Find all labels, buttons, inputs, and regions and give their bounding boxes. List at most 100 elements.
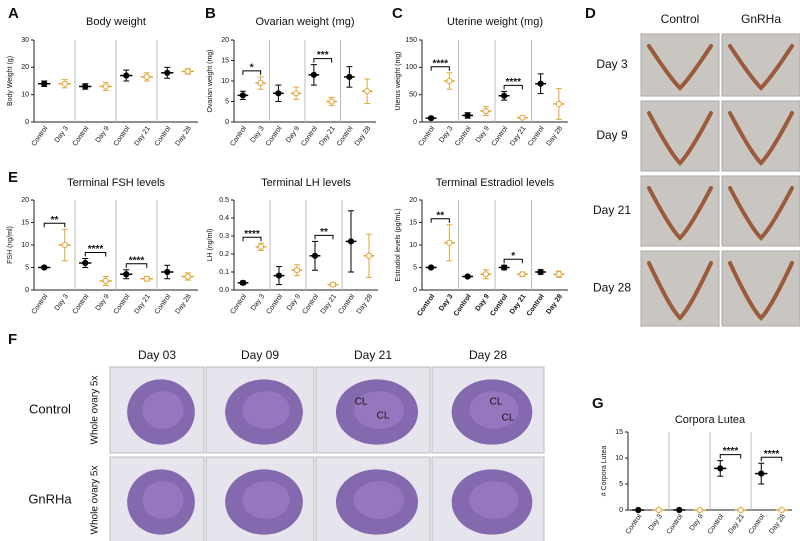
mean-dot xyxy=(482,271,489,278)
x-tick-label: Control xyxy=(748,513,767,536)
row-label: Day 28 xyxy=(593,281,631,295)
mean-dot xyxy=(555,271,562,278)
y-tick-label: 20 xyxy=(21,197,29,204)
x-tick-label: Control xyxy=(113,125,132,148)
x-tick-label: Day 3 xyxy=(438,125,454,144)
y-axis-label: # Corpora Lutea xyxy=(601,446,608,497)
sig-label: **** xyxy=(764,449,780,460)
mean-dot xyxy=(257,243,265,250)
x-tick-label: Control xyxy=(265,293,284,316)
x-tick-label: Control xyxy=(666,513,685,536)
y-tick-label: 5 xyxy=(25,264,29,271)
mean-dot xyxy=(655,506,662,514)
x-tick-label: Day 21 xyxy=(133,125,152,147)
mean-dot xyxy=(537,268,544,276)
x-tick-label: Control xyxy=(454,125,473,148)
mean-dot xyxy=(143,275,150,282)
panel-label: B xyxy=(205,5,216,22)
y-tick-label: 50 xyxy=(409,92,417,99)
sig-label: *** xyxy=(317,50,329,61)
y-tick-label: 0 xyxy=(413,119,417,126)
sig-label: * xyxy=(511,251,515,262)
mean-dot xyxy=(184,273,191,280)
x-tick-label: Day 28 xyxy=(356,293,375,315)
x-tick-label: Control xyxy=(154,293,173,316)
cl-label: CL xyxy=(490,397,503,408)
x-tick-label: Control xyxy=(229,293,248,316)
sig-bracket xyxy=(503,258,523,264)
mean-dot xyxy=(347,238,355,245)
y-tick-label: 10 xyxy=(221,78,229,85)
row-label: Day 3 xyxy=(596,57,628,71)
uterus-shape xyxy=(728,44,794,91)
mean-dot xyxy=(519,114,526,121)
mean-dot xyxy=(82,83,89,90)
mean-dot xyxy=(164,268,171,276)
mean-dot xyxy=(364,88,371,95)
x-tick-label: Control xyxy=(453,293,473,317)
x-tick-label: Control xyxy=(300,125,319,148)
x-tick-label: Control xyxy=(489,293,509,317)
mean-dot xyxy=(428,115,435,122)
ovary-inner xyxy=(242,481,290,519)
chart-title: Corpora Lutea xyxy=(675,414,746,426)
sig-label: **** xyxy=(129,255,145,266)
mean-dot xyxy=(758,470,765,477)
x-tick-label: Control xyxy=(31,125,50,148)
y-tick-label: 0.0 xyxy=(219,287,229,294)
row-label: Control xyxy=(29,401,71,416)
mean-dot xyxy=(501,264,508,271)
y-tick-label: 0.4 xyxy=(219,215,229,222)
x-tick-label: Day 21 xyxy=(133,293,152,315)
x-tick-label: Day 21 xyxy=(727,513,746,535)
x-tick-label: Day 9 xyxy=(286,293,302,312)
mean-dot xyxy=(464,112,471,119)
mean-dot xyxy=(164,69,171,76)
x-tick-label: Day 3 xyxy=(250,293,266,312)
ovary-inner xyxy=(242,391,290,429)
mean-dot xyxy=(464,273,471,280)
chart-title: Body weight xyxy=(86,16,146,28)
y-tick-label: 0 xyxy=(413,287,417,294)
x-tick-label: Control xyxy=(337,293,356,316)
sig-bracket xyxy=(760,456,783,462)
mean-dot xyxy=(102,277,109,285)
row-note: Whole ovary 5x xyxy=(90,376,101,445)
x-tick-label: Control xyxy=(229,125,248,148)
mean-dot xyxy=(555,100,562,108)
y-axis-label: Body Weight (g) xyxy=(7,56,14,106)
mean-dot xyxy=(275,272,283,279)
ovary-inner xyxy=(469,391,519,429)
sig-label: ** xyxy=(51,215,59,226)
y-tick-label: 0.5 xyxy=(219,197,229,204)
y-tick-label: 15 xyxy=(221,57,229,64)
sig-label: * xyxy=(250,63,254,74)
mean-dot xyxy=(61,241,68,249)
mean-dot xyxy=(501,92,508,99)
y-tick-label: 0 xyxy=(225,119,229,126)
x-tick-label: Day 9 xyxy=(689,513,705,532)
y-axis-label: Uterus weight (mg) xyxy=(395,51,402,110)
mean-dot xyxy=(329,281,337,288)
x-tick-label: Day 9 xyxy=(285,125,301,144)
x-tick-label: Day 28 xyxy=(546,125,565,147)
y-tick-label: 5 xyxy=(413,264,417,271)
y-tick-label: 5 xyxy=(225,98,229,105)
mean-dot xyxy=(635,506,642,514)
x-tick-label: Day 21 xyxy=(509,125,528,147)
row-label: Day 9 xyxy=(596,128,628,142)
x-tick-label: Control xyxy=(491,125,510,148)
mean-dot xyxy=(311,252,319,259)
column-label: Day 28 xyxy=(469,348,507,362)
x-tick-label: Control xyxy=(72,293,91,316)
uterus-shape xyxy=(647,261,713,321)
x-tick-label: Day 21 xyxy=(320,293,339,315)
mean-dot xyxy=(143,73,150,81)
y-tick-label: 0.1 xyxy=(219,269,229,276)
chart-title: Ovarian weight (mg) xyxy=(255,16,354,28)
panel-label: C xyxy=(392,5,403,22)
sig-label: **** xyxy=(723,446,739,457)
uterus-shape xyxy=(728,186,794,241)
y-tick-label: 15 xyxy=(409,219,417,226)
sig-bracket xyxy=(43,222,66,228)
